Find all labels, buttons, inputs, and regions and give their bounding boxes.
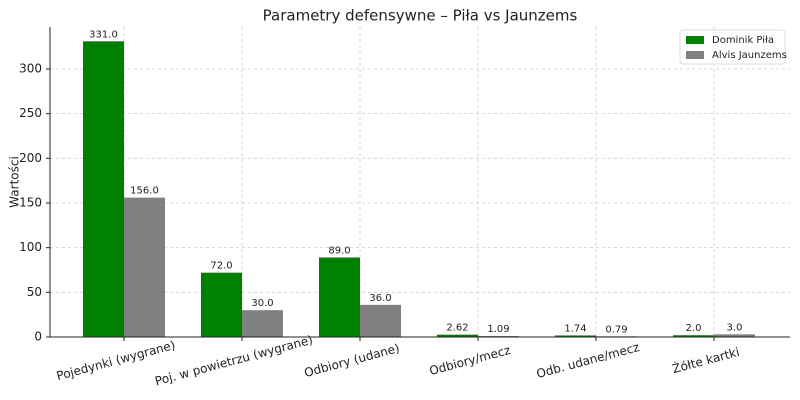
value-label: 2.0 bbox=[686, 323, 702, 334]
y-tick-label: 150 bbox=[19, 195, 42, 209]
y-tick-label: 0 bbox=[34, 330, 42, 344]
chart-title: Parametry defensywne – Piła vs Jaunzems bbox=[263, 7, 578, 25]
bar bbox=[714, 334, 755, 337]
y-axis-label: Wartości bbox=[8, 156, 22, 208]
bar bbox=[124, 197, 165, 337]
bar bbox=[673, 335, 714, 337]
bar bbox=[319, 257, 360, 337]
y-tick-label: 100 bbox=[19, 240, 42, 254]
x-tick-label: Poj. w powietrzu (wygrane) bbox=[153, 333, 314, 389]
x-tick-label: Odbiory/mecz bbox=[428, 343, 512, 378]
bar bbox=[360, 304, 401, 337]
y-tick-label: 250 bbox=[19, 106, 42, 120]
y-tick-label: 50 bbox=[27, 285, 42, 299]
legend-swatch bbox=[686, 36, 704, 44]
bar bbox=[437, 334, 478, 337]
legend-label: Dominik Piła bbox=[712, 35, 774, 46]
legend-swatch bbox=[686, 51, 704, 59]
legend-box bbox=[679, 29, 786, 65]
value-label: 1.09 bbox=[487, 324, 509, 335]
bar bbox=[242, 310, 283, 337]
bar bbox=[83, 41, 124, 338]
value-label: 30.0 bbox=[251, 298, 273, 309]
value-label: 331.0 bbox=[89, 29, 118, 40]
value-label: 89.0 bbox=[328, 245, 350, 256]
value-label: 2.62 bbox=[446, 323, 468, 334]
value-label: 72.0 bbox=[210, 261, 232, 272]
y-tick-label: 200 bbox=[19, 151, 42, 165]
bar bbox=[555, 335, 596, 337]
x-tick-label: Odb. udane/mecz bbox=[535, 340, 641, 381]
bar bbox=[201, 272, 242, 337]
value-label: 156.0 bbox=[130, 186, 159, 197]
legend-label: Alvis Jaunzems bbox=[712, 50, 787, 61]
value-label: 0.79 bbox=[605, 324, 627, 335]
x-tick-label: Odbiory (udane) bbox=[303, 341, 401, 380]
value-label: 36.0 bbox=[369, 293, 391, 304]
x-tick-label: Żółte kartki bbox=[671, 344, 741, 376]
value-label: 3.0 bbox=[727, 322, 743, 333]
y-tick-label: 300 bbox=[19, 61, 42, 75]
value-label: 1.74 bbox=[564, 323, 586, 334]
